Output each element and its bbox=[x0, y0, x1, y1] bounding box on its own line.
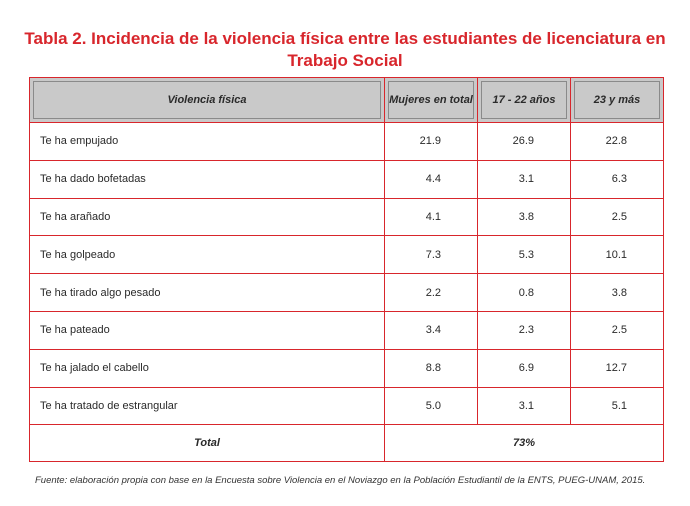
cell-total: 3.4 bbox=[384, 310, 478, 350]
row-label: Te ha jalado el cabello bbox=[29, 348, 385, 388]
row-label: Te ha golpeado bbox=[29, 235, 385, 275]
cell-17-22: 5.3 bbox=[477, 235, 571, 275]
cell-23-mas: 6.3 bbox=[570, 159, 664, 199]
table-row: Te ha pateado 3.4 2.3 2.5 bbox=[29, 310, 664, 350]
table-row: Te ha empujado 21.9 26.9 22.8 bbox=[29, 122, 664, 161]
table-row: Te ha arañado 4.1 3.8 2.5 bbox=[29, 197, 664, 237]
table-header-row: Violencia física Mujeres en total 17 - 2… bbox=[29, 77, 664, 123]
total-row: Total 73% bbox=[29, 424, 664, 463]
header-17-22: 17 - 22 años bbox=[477, 77, 571, 123]
header-violencia-fisica: Violencia física bbox=[29, 77, 385, 123]
cell-23-mas: 3.8 bbox=[570, 273, 664, 312]
cell-17-22: 3.1 bbox=[477, 386, 571, 426]
cell-17-22: 2.3 bbox=[477, 310, 571, 350]
cell-17-22: 6.9 bbox=[477, 348, 571, 388]
cell-total: 7.3 bbox=[384, 235, 478, 275]
row-label: Te ha tratado de estrangular bbox=[29, 386, 385, 426]
table-row: Te ha jalado el cabello 8.8 6.9 12.7 bbox=[29, 348, 664, 388]
total-label: Total bbox=[29, 424, 385, 463]
source-note: Fuente: elaboración propia con base en l… bbox=[35, 475, 646, 486]
header-mujeres-total: Mujeres en total bbox=[384, 77, 478, 123]
table-row: Te ha tirado algo pesado 2.2 0.8 3.8 bbox=[29, 273, 664, 312]
cell-total: 2.2 bbox=[384, 273, 478, 312]
cell-total: 8.8 bbox=[384, 348, 478, 388]
cell-total: 5.0 bbox=[384, 386, 478, 426]
header-23-mas: 23 y más bbox=[570, 77, 664, 123]
row-label: Te ha tirado algo pesado bbox=[29, 273, 385, 312]
cell-23-mas: 12.7 bbox=[570, 348, 664, 388]
table-row: Te ha dado bofetadas 4.4 3.1 6.3 bbox=[29, 159, 664, 199]
cell-total: 21.9 bbox=[384, 122, 478, 161]
cell-total: 4.1 bbox=[384, 197, 478, 237]
cell-17-22: 0.8 bbox=[477, 273, 571, 312]
cell-23-mas: 22.8 bbox=[570, 122, 664, 161]
cell-23-mas: 2.5 bbox=[570, 197, 664, 237]
row-label: Te ha dado bofetadas bbox=[29, 159, 385, 199]
total-value: 73% bbox=[384, 424, 664, 463]
row-label: Te ha arañado bbox=[29, 197, 385, 237]
table-row: Te ha tratado de estrangular 5.0 3.1 5.1 bbox=[29, 386, 664, 426]
cell-total: 4.4 bbox=[384, 159, 478, 199]
row-label: Te ha empujado bbox=[29, 122, 385, 161]
cell-17-22: 3.1 bbox=[477, 159, 571, 199]
cell-23-mas: 2.5 bbox=[570, 310, 664, 350]
row-label: Te ha pateado bbox=[29, 310, 385, 350]
cell-23-mas: 5.1 bbox=[570, 386, 664, 426]
cell-17-22: 3.8 bbox=[477, 197, 571, 237]
cell-23-mas: 10.1 bbox=[570, 235, 664, 275]
cell-17-22: 26.9 bbox=[477, 122, 571, 161]
violence-table: Violencia física Mujeres en total 17 - 2… bbox=[29, 77, 664, 463]
table-title: Tabla 2. Incidencia de la violencia físi… bbox=[24, 29, 666, 70]
table-row: Te ha golpeado 7.3 5.3 10.1 bbox=[29, 235, 664, 275]
